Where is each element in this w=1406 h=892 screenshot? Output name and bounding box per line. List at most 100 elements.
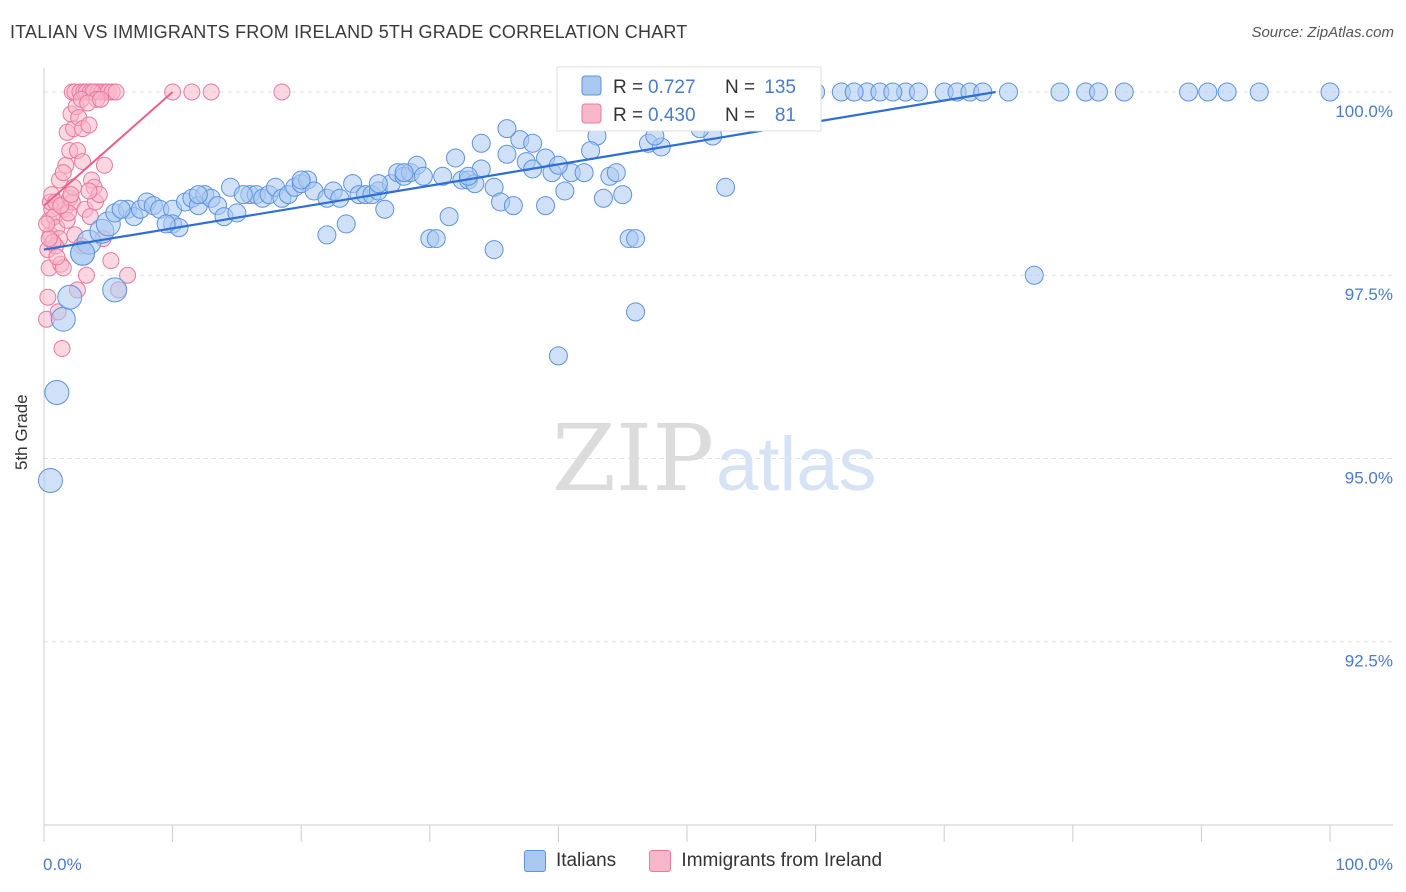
legend-swatch-ireland-bottom: [649, 850, 672, 872]
gridlines: [44, 91, 1395, 643]
data-point: [317, 225, 337, 245]
data-point: [183, 83, 201, 101]
data-point: [74, 153, 92, 171]
data-point: [503, 196, 523, 216]
legend-label-italians: Italians: [555, 850, 617, 871]
data-point: [107, 83, 125, 101]
x-tick-label-max: 100.0%: [1335, 855, 1393, 874]
x-tick-labels: 0.0% 100.0%: [43, 855, 1393, 874]
data-point: [433, 166, 453, 186]
data-point: [40, 230, 58, 248]
legend-swatch-ireland: [581, 103, 602, 124]
data-point: [50, 306, 76, 332]
data-point: [548, 346, 568, 366]
data-point: [102, 252, 120, 270]
data-point: [626, 302, 646, 322]
data-point: [394, 163, 414, 183]
chart-title: ITALIAN VS IMMIGRANTS FROM IRELAND 5TH G…: [10, 22, 688, 42]
legend-n-value-ireland: 81: [775, 105, 796, 126]
legend-swatch-italians: [581, 75, 602, 96]
data-point: [471, 133, 491, 153]
data-point: [368, 174, 388, 194]
data-point: [523, 133, 543, 153]
data-point: [54, 164, 72, 182]
data-point: [426, 229, 446, 249]
data-point: [80, 182, 98, 200]
data-point: [1050, 82, 1070, 102]
data-point: [1320, 82, 1340, 102]
data-point: [1179, 82, 1199, 102]
trend-line-ireland: [43, 91, 174, 207]
data-point: [626, 229, 646, 249]
data-point: [202, 83, 220, 101]
data-point: [102, 277, 128, 303]
data-point: [613, 185, 633, 205]
data-point: [446, 148, 466, 168]
data-point: [53, 340, 71, 358]
legend-n-label-italians: N =: [725, 77, 755, 98]
legend-r-value-italians: 0.727: [648, 77, 696, 98]
data-point: [375, 199, 395, 219]
data-point: [188, 185, 208, 205]
y-tick-label: 97.5%: [1345, 285, 1393, 304]
data-point: [536, 196, 556, 216]
data-point: [606, 163, 626, 183]
data-point: [38, 215, 56, 233]
data-point: [80, 116, 98, 134]
data-point: [716, 177, 736, 197]
data-point: [70, 240, 96, 266]
data-point: [95, 156, 113, 174]
x-tick-label-min: 0.0%: [43, 855, 82, 874]
data-point: [844, 82, 864, 102]
data-point: [44, 380, 70, 406]
data-point: [1089, 82, 1109, 102]
legend-r-value-ireland: 0.430: [648, 105, 696, 126]
data-point: [37, 467, 63, 493]
data-point: [1217, 82, 1237, 102]
data-point: [413, 166, 433, 186]
data-point: [62, 186, 80, 204]
legend-r-label-ireland: R =: [613, 105, 643, 126]
data-point: [52, 197, 70, 215]
legend-swatch-italians-bottom: [523, 850, 546, 872]
data-point: [497, 144, 517, 164]
data-point: [484, 240, 504, 260]
data-point: [1024, 265, 1044, 285]
data-point: [1114, 82, 1134, 102]
data-point: [92, 90, 110, 108]
data-point: [119, 266, 137, 284]
series-legend: Italians Immigrants from Ireland: [0, 850, 1406, 878]
legend-r-label-italians: R =: [613, 77, 643, 98]
series-italians-points: [37, 82, 1340, 493]
data-point: [330, 188, 350, 208]
stats-legend: R = 0.727 N = 135 R = 0.430 N = 81: [556, 66, 822, 132]
data-point: [1249, 82, 1269, 102]
trend-lines: [43, 90, 996, 251]
watermark-atlas: atlas: [716, 422, 877, 507]
data-point: [458, 166, 478, 186]
watermark-zip: ZIP: [552, 405, 714, 512]
data-point: [273, 83, 291, 101]
data-point: [57, 284, 83, 310]
legend-item-ireland: Immigrants from Ireland: [649, 850, 882, 872]
data-point: [574, 163, 594, 183]
legend-n-label-ireland: N =: [725, 105, 755, 126]
data-point: [908, 82, 928, 102]
y-tick-label: 100.0%: [1335, 102, 1393, 121]
data-point: [48, 248, 66, 266]
legend-n-value-italians: 135: [764, 77, 796, 98]
y-tick-labels: 100.0% 97.5% 95.0% 92.5%: [1335, 102, 1393, 671]
y-tick-label: 92.5%: [1345, 652, 1393, 671]
data-point: [555, 181, 575, 201]
data-point: [233, 185, 253, 205]
data-point: [999, 82, 1018, 102]
y-tick-label: 95.0%: [1345, 468, 1393, 487]
trend-line-italians: [43, 90, 996, 251]
data-point: [497, 119, 517, 139]
data-point: [336, 214, 356, 234]
legend-label-ireland: Immigrants from Ireland: [681, 850, 883, 871]
data-point: [291, 170, 311, 190]
data-point: [1198, 82, 1218, 102]
data-point: [111, 199, 131, 219]
